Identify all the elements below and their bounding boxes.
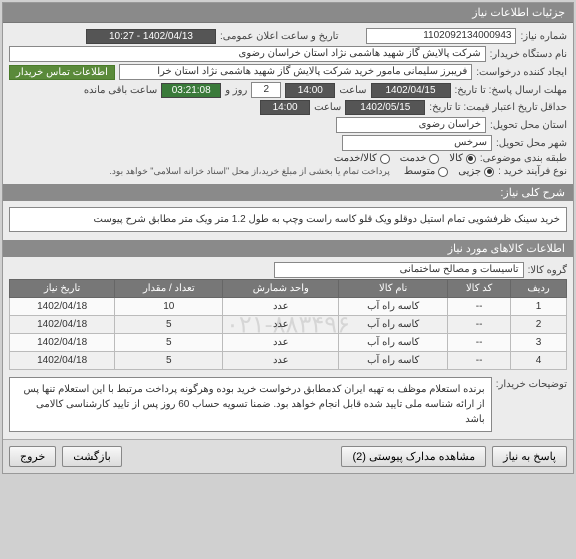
radio-medium-label: متوسط bbox=[404, 166, 435, 177]
col-qty: تعداد / مقدار bbox=[115, 280, 223, 298]
table-cell: عدد bbox=[223, 352, 339, 370]
table-cell: کاسه راه آب bbox=[339, 352, 448, 370]
main-header: جزئیات اطلاعات نیاز bbox=[3, 3, 573, 23]
creator-field: فریبرز سلیمانی مامور خرید شرکت پالایش گا… bbox=[119, 64, 472, 80]
table-cell: کاسه راه آب bbox=[339, 316, 448, 334]
col-code: کد کالا bbox=[448, 280, 511, 298]
table-cell: 1402/04/18 bbox=[10, 298, 115, 316]
city-field: سرخس bbox=[342, 135, 492, 151]
radio-gs-label: کالا/خدمت bbox=[334, 153, 377, 164]
contact-badge[interactable]: اطلاعات تماس خریدار bbox=[9, 65, 115, 80]
deadline-hour-field: 14:00 bbox=[285, 83, 335, 98]
table-cell: 1402/04/18 bbox=[10, 316, 115, 334]
validity-date-field: 1402/05/15 bbox=[345, 100, 425, 115]
radio-dot-icon bbox=[438, 167, 448, 177]
goods-group-label: گروه کالا: bbox=[528, 265, 567, 276]
radio-goods-service[interactable]: کالا/خدمت bbox=[334, 153, 390, 164]
buyer-org-label: نام دستگاه خریدار: bbox=[490, 49, 567, 60]
table-header-row: ردیف کد کالا نام کالا واحد شمارش تعداد /… bbox=[10, 280, 567, 298]
buyer-notes-box: برنده استعلام موظف به تهیه ایران کدمطابق… bbox=[9, 377, 492, 432]
goods-group-field: تاسیسات و مصالح ساختمانی bbox=[274, 262, 524, 278]
table-cell: 1402/04/18 bbox=[10, 352, 115, 370]
radio-dot-icon bbox=[429, 154, 439, 164]
validity-label: حداقل تاریخ اعتبار قیمت: تا تاریخ: bbox=[429, 102, 567, 113]
attachments-button[interactable]: مشاهده مدارک پیوستی (2) bbox=[341, 446, 486, 467]
deadline-label: مهلت ارسال پاسخ: تا تاریخ: bbox=[455, 85, 567, 96]
exit-button[interactable]: خروج bbox=[9, 446, 56, 467]
segment-radio-group: کالا خدمت کالا/خدمت bbox=[334, 153, 476, 164]
time-remaining-field: 03:21:08 bbox=[161, 83, 221, 98]
radio-dot-icon bbox=[466, 154, 476, 164]
description-box: خرید سینک ظرفشویی تمام استیل دوقلو ویک ق… bbox=[9, 207, 567, 232]
table-cell: -- bbox=[448, 298, 511, 316]
table-row[interactable]: 3--کاسه راه آبعدد51402/04/18 bbox=[10, 334, 567, 352]
segment-label: طبقه بندی موضوعی: bbox=[480, 153, 567, 164]
col-row: ردیف bbox=[511, 280, 567, 298]
table-cell: 3 bbox=[511, 334, 567, 352]
items-table: ردیف کد کالا نام کالا واحد شمارش تعداد /… bbox=[9, 279, 567, 370]
city-label: شهر محل تحویل: bbox=[496, 138, 567, 149]
table-cell: -- bbox=[448, 316, 511, 334]
table-cell: کاسه راه آب bbox=[339, 298, 448, 316]
timerem-label: ساعت باقی مانده bbox=[84, 85, 157, 96]
table-cell: 1402/04/18 bbox=[10, 334, 115, 352]
general-desc-header: شرح کلی نیاز: bbox=[3, 184, 573, 201]
col-name: نام کالا bbox=[339, 280, 448, 298]
table-cell: عدد bbox=[223, 298, 339, 316]
deadline-date-field: 1402/04/15 bbox=[371, 83, 451, 98]
radio-goods-label: کالا bbox=[449, 153, 463, 164]
table-row[interactable]: 2--کاسه راه آبعدد51402/04/18 bbox=[10, 316, 567, 334]
table-cell: 5 bbox=[115, 334, 223, 352]
table-cell: کاسه راه آب bbox=[339, 334, 448, 352]
table-cell: 2 bbox=[511, 316, 567, 334]
hour2-label: ساعت bbox=[314, 102, 341, 113]
radio-service[interactable]: خدمت bbox=[400, 153, 440, 164]
purchase-note: پرداخت تمام یا بخشی از مبلغ خرید،از محل … bbox=[109, 166, 389, 177]
table-cell: 5 bbox=[115, 352, 223, 370]
days-remaining-field: 2 bbox=[251, 82, 281, 98]
buyer-notes-label: توضیحات خریدار: bbox=[496, 375, 567, 390]
table-cell: عدد bbox=[223, 334, 339, 352]
col-unit: واحد شمارش bbox=[223, 280, 339, 298]
back-button[interactable]: بازگشت bbox=[62, 446, 122, 467]
radio-goods[interactable]: کالا bbox=[449, 153, 476, 164]
need-no-label: شماره نیاز: bbox=[520, 31, 567, 42]
table-cell: -- bbox=[448, 334, 511, 352]
radio-service-label: خدمت bbox=[400, 153, 427, 164]
buyer-org-field: شرکت پالایش گاز شهید هاشمی نژاد استان خر… bbox=[9, 46, 486, 62]
need-no-field: 1102092134000943 bbox=[366, 28, 516, 44]
respond-button[interactable]: پاسخ به نیاز bbox=[492, 446, 567, 467]
col-date: تاریخ نیاز bbox=[10, 280, 115, 298]
dayrem-label: روز و bbox=[225, 85, 247, 96]
table-cell: 10 bbox=[115, 298, 223, 316]
creator-label: ایجاد کننده درخواست: bbox=[476, 67, 567, 78]
province-label: استان محل تحویل: bbox=[490, 120, 567, 131]
table-cell: -- bbox=[448, 352, 511, 370]
validity-hour-field: 14:00 bbox=[260, 100, 310, 115]
announce-field: 1402/04/13 - 10:27 bbox=[86, 29, 216, 44]
table-cell: 4 bbox=[511, 352, 567, 370]
radio-dot-icon bbox=[484, 167, 494, 177]
purchase-type-label: نوع فرآیند خرید : bbox=[498, 166, 567, 177]
table-row[interactable]: 4--کاسه راه آبعدد51402/04/18 bbox=[10, 352, 567, 370]
radio-dot-icon bbox=[380, 154, 390, 164]
table-row[interactable]: 1--کاسه راه آبعدد101402/04/18 bbox=[10, 298, 567, 316]
table-cell: 5 bbox=[115, 316, 223, 334]
radio-minor[interactable]: جزیی bbox=[458, 166, 494, 177]
purchase-radio-group: جزیی متوسط bbox=[404, 166, 494, 177]
table-cell: 1 bbox=[511, 298, 567, 316]
radio-medium[interactable]: متوسط bbox=[404, 166, 448, 177]
province-field: خراسان رضوی bbox=[336, 117, 486, 133]
table-cell: عدد bbox=[223, 316, 339, 334]
items-info-header: اطلاعات کالاهای مورد نیاز bbox=[3, 240, 573, 257]
hour1-label: ساعت bbox=[339, 85, 366, 96]
announce-label: تاریخ و ساعت اعلان عمومی: bbox=[220, 31, 339, 42]
footer-buttons: پاسخ به نیاز مشاهده مدارک پیوستی (2) باز… bbox=[3, 439, 573, 473]
radio-minor-label: جزیی bbox=[458, 166, 481, 177]
